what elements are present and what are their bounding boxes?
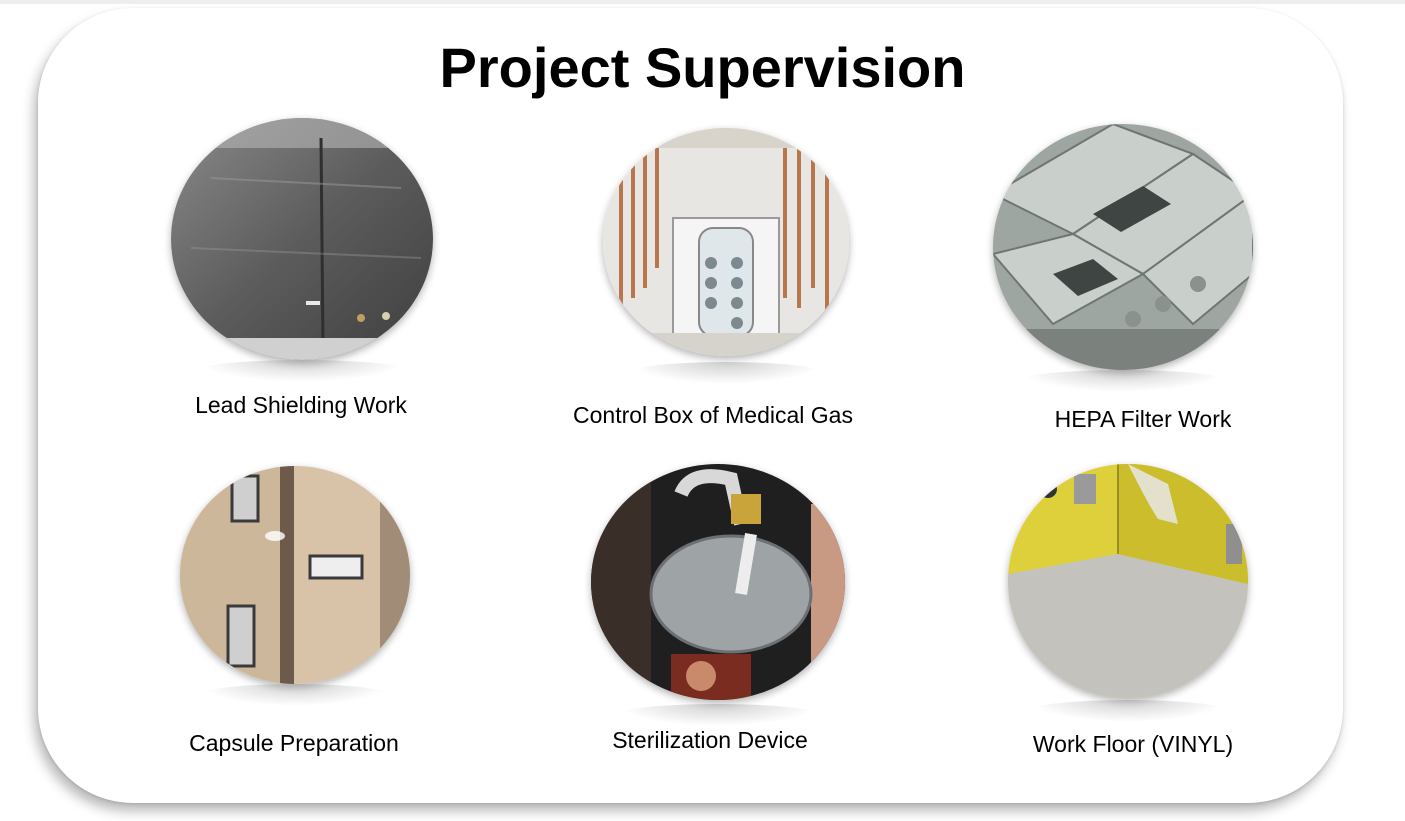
caption-medical-gas: Control Box of Medical Gas [573,402,853,428]
caption-hepa-filter: HEPA Filter Work [1054,406,1232,432]
capsule-wall-photo [180,466,410,684]
hepa-filter-photo [993,124,1253,370]
sterilizer-photo [591,464,845,700]
caption-sterilization-device: Sterilization Device [612,727,808,753]
lead-shielding-photo [171,118,433,360]
photo-reflection [616,704,820,726]
photo-reflection [196,360,408,382]
photo-reflection [1018,370,1228,392]
caption-vinyl-floor: Work Floor (VINYL) [1032,731,1234,757]
photo-reflection [628,362,824,384]
caption-capsule-preparation: Capsule Preparation [189,730,399,756]
photo-reflection [200,684,390,706]
top-divider [0,0,1405,4]
photo-reflection [1028,700,1228,722]
vinyl-floor-photo [1008,464,1248,698]
page-title: Project Supervision [439,36,966,99]
caption-lead-shielding: Lead Shielding Work [195,392,407,418]
medical-gas-box-photo [603,128,849,356]
